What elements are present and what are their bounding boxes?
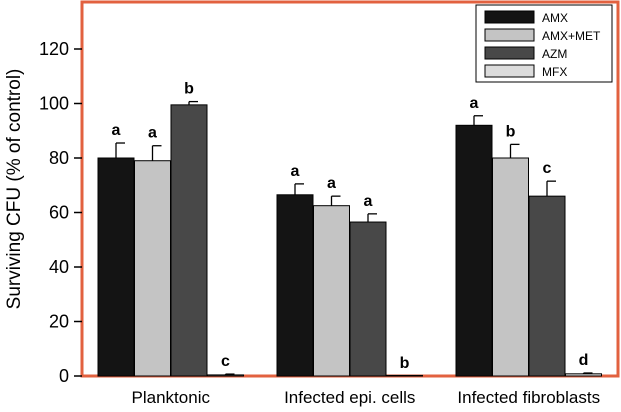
- bar-mfx-2: [386, 374, 423, 377]
- significance-label: c: [543, 160, 552, 177]
- x-category-label: Infected epi. cells: [284, 388, 415, 407]
- legend-swatch: [484, 46, 535, 60]
- bar-azm-3: [528, 195, 566, 377]
- y-tick-label: 40: [49, 257, 69, 277]
- y-tick-label: 120: [39, 39, 69, 59]
- y-tick-label: 60: [49, 203, 69, 223]
- bar-amx-2: [276, 194, 314, 377]
- significance-label: b: [184, 81, 194, 98]
- bar-mfx-1: [207, 374, 244, 377]
- significance-label: a: [327, 175, 336, 192]
- significance-label: a: [470, 95, 479, 112]
- bar-amx-3: [455, 124, 493, 377]
- bar-azm-1: [170, 104, 208, 377]
- legend-swatch: [484, 28, 535, 42]
- legend-swatch: [484, 64, 535, 78]
- legend-label: AMX: [542, 11, 568, 25]
- significance-label: a: [148, 125, 157, 142]
- legend-label: AMX+MET: [542, 29, 601, 43]
- x-category-label: Planktonic: [132, 388, 211, 407]
- significance-label: a: [364, 193, 373, 210]
- bar-azm-2: [349, 221, 387, 377]
- significance-label: c: [221, 353, 230, 370]
- legend-label: MFX: [542, 65, 567, 79]
- bar-amx-met-3: [492, 157, 529, 377]
- y-tick-label: 20: [49, 312, 69, 332]
- y-tick-label: 0: [59, 366, 69, 386]
- y-tick-label: 100: [39, 94, 69, 114]
- bar-amx-met-2: [313, 205, 350, 377]
- legend-label: AZM: [542, 47, 567, 61]
- significance-label: b: [400, 355, 410, 372]
- significance-label: d: [579, 352, 589, 369]
- significance-label: a: [112, 122, 121, 139]
- significance-label: b: [506, 123, 516, 140]
- x-category-label: Infected fibroblasts: [457, 388, 600, 407]
- y-axis-label: Surviving CFU (% of control): [4, 69, 25, 310]
- bar-amx-1: [97, 157, 135, 377]
- bar-mfx-3: [565, 373, 602, 377]
- significance-label: a: [291, 163, 300, 180]
- legend-swatch: [484, 10, 535, 24]
- bar-amx-met-1: [134, 160, 171, 377]
- y-tick-label: 80: [49, 148, 69, 168]
